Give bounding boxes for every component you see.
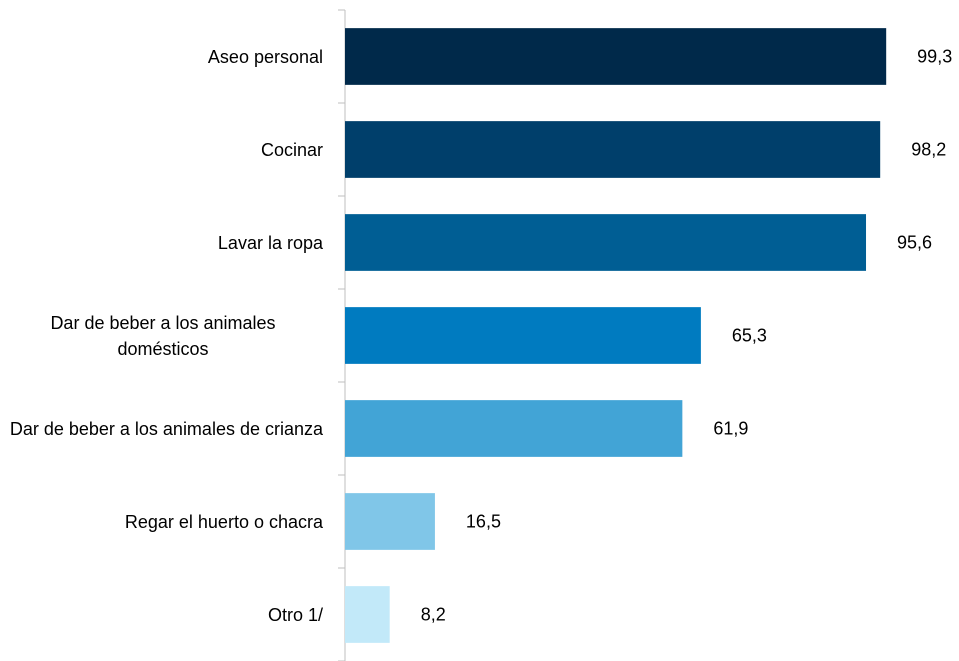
bar <box>345 28 887 85</box>
category-text: Lavar la ropa <box>217 232 323 253</box>
category-label: Otro 1/ <box>3 602 323 628</box>
value-label: 95,6 <box>897 232 932 252</box>
category-text: Regar el huerto o chacra <box>124 511 323 532</box>
value-label: 8,2 <box>421 604 446 624</box>
category-text: Cocinar <box>260 139 323 160</box>
category-label: Lavar la ropa <box>3 230 323 256</box>
value-label: 16,5 <box>466 511 501 531</box>
bar <box>345 493 435 550</box>
category-label: Regar el huerto o chacra <box>3 509 323 535</box>
bar <box>345 307 701 364</box>
bar <box>345 400 683 457</box>
value-label: 65,3 <box>732 325 767 345</box>
category-text: Aseo personal <box>207 46 323 67</box>
category-text: Dar de beber a los animales de crianza <box>9 418 323 439</box>
bar <box>345 586 390 643</box>
category-label: Dar de beber a los animales de crianza <box>3 416 323 442</box>
bar <box>345 121 881 178</box>
category-text: Dar de beber a los animales domésticos <box>50 312 276 359</box>
category-label: Aseo personal <box>3 44 323 70</box>
value-label: 99,3 <box>917 46 952 66</box>
value-label: 61,9 <box>713 418 748 438</box>
value-label: 98,2 <box>911 139 946 159</box>
bar <box>345 214 867 271</box>
category-text: Otro 1/ <box>267 604 323 625</box>
category-label: Dar de beber a los animales domésticos <box>3 310 323 362</box>
category-label: Cocinar <box>3 137 323 163</box>
